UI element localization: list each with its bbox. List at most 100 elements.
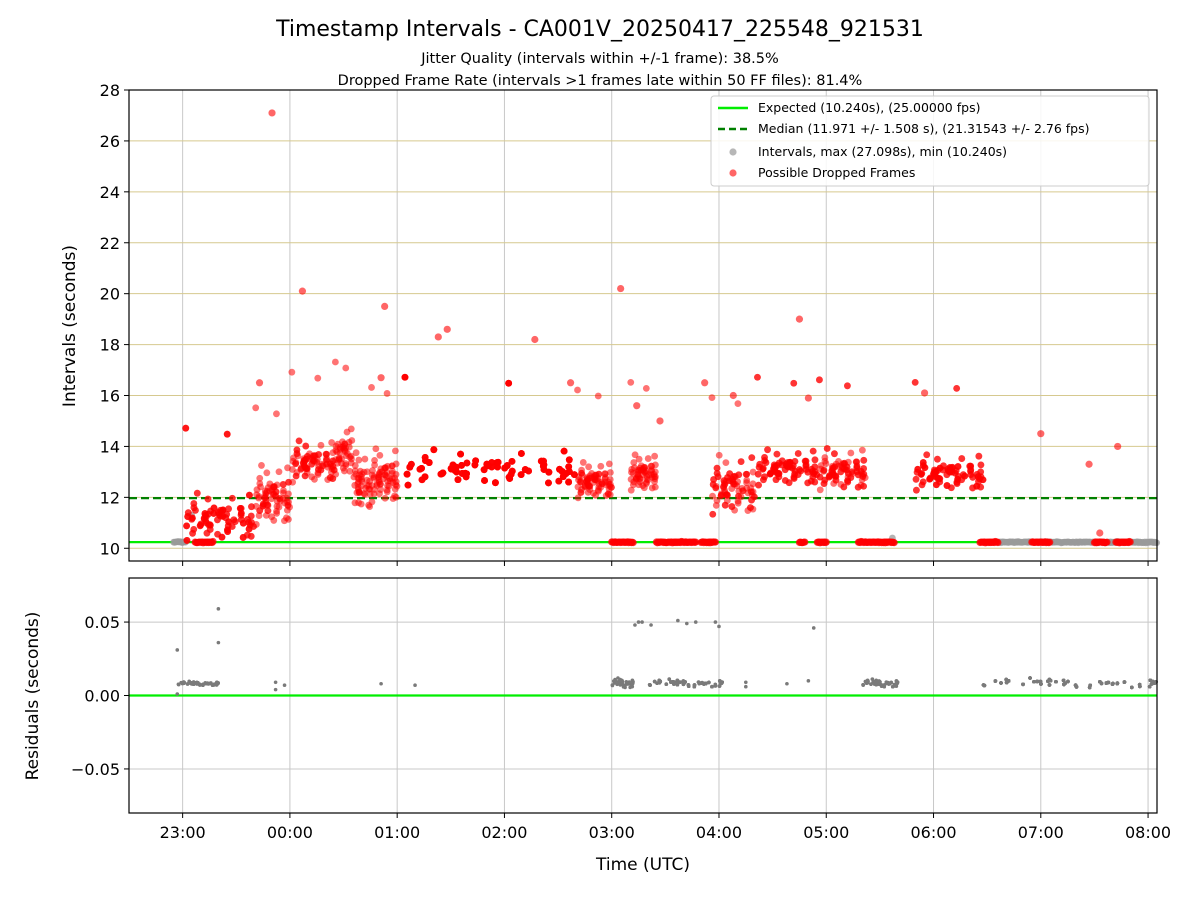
dropped-frame-point — [317, 441, 325, 449]
residual-point — [1073, 683, 1078, 687]
dropped-frame-point — [967, 462, 975, 470]
dropped-frame-point — [403, 470, 411, 478]
dropped-frame-point — [521, 466, 529, 473]
legend-dropped-label: Possible Dropped Frames — [758, 165, 915, 180]
residual-point — [713, 620, 718, 624]
dropped-frame-point — [545, 479, 552, 487]
residual-point — [877, 679, 881, 683]
legend-box — [710, 95, 1150, 187]
residual-point — [669, 680, 673, 684]
dropped-frame-point — [218, 533, 226, 541]
dropped-frame-point — [481, 477, 488, 484]
dropped-frame-point — [381, 494, 389, 502]
dropped-frame-point — [314, 374, 322, 382]
dropped-frame-point — [531, 335, 539, 344]
dropped-frame-point — [268, 109, 276, 117]
dropped-frame-point — [508, 467, 516, 475]
residual-point — [993, 679, 998, 683]
residual-point — [744, 684, 748, 689]
dropped-frame-point — [754, 470, 762, 478]
dropped-frame-point — [709, 510, 717, 518]
dropped-frame-point — [356, 489, 363, 497]
dropped-frame-point — [709, 481, 717, 488]
dropped-frame-point — [820, 480, 828, 488]
intervals-x-ticks — [182, 561, 1149, 566]
dropped-frame-point — [648, 471, 656, 478]
dropped-frame-point — [791, 470, 799, 478]
dropped-frame-point — [371, 456, 378, 464]
dropped-frame-point — [840, 483, 848, 491]
dropped-frame-point — [822, 460, 830, 467]
residual-point — [658, 679, 663, 684]
residual-point — [175, 648, 180, 652]
dropped-frame-point — [461, 469, 469, 477]
dropped-frame-point — [930, 470, 938, 477]
dropped-frame-point — [517, 471, 525, 479]
dropped-frame-point — [809, 447, 817, 455]
dropped-frame-point — [747, 504, 754, 512]
residuals-xtick-label-04:00: 04:00 — [696, 823, 742, 842]
dropped-frame-point — [453, 468, 460, 476]
dropped-frame-point — [737, 458, 745, 465]
residual-point — [616, 676, 620, 680]
residual-point — [874, 682, 879, 687]
dropped-frame-point — [811, 456, 819, 464]
residual-point — [636, 620, 641, 624]
residual-point — [693, 620, 698, 624]
dropped-frame-point — [918, 481, 926, 489]
dropped-frame-point — [328, 439, 336, 446]
intervals-ytick-label-24: 24 — [100, 183, 120, 202]
residual-point — [1088, 683, 1093, 688]
dropped-frame-point — [203, 529, 211, 537]
dropped-frame-point — [375, 473, 382, 481]
residual-point — [1137, 682, 1142, 687]
dropped-frame-point — [577, 478, 584, 486]
dropped-frame-point — [629, 481, 637, 489]
dropped-frame-point — [913, 486, 920, 494]
dropped-frame-point — [775, 470, 783, 478]
dropped-frame-point — [376, 490, 383, 498]
dropped-frame-point — [388, 462, 396, 470]
dropped-frame-point — [578, 469, 586, 477]
residual-point — [806, 679, 811, 683]
residual-point — [877, 682, 881, 687]
intervals-ytick-label-28: 28 — [100, 81, 120, 100]
dropped-frame-point — [505, 379, 513, 387]
dropped-frame-point — [860, 456, 868, 464]
dropped-frame-point — [293, 446, 301, 454]
dropped-frame-point — [1114, 442, 1122, 451]
dropped-frame-point — [601, 470, 609, 478]
dropped-frame-point — [370, 490, 378, 498]
dropped-frame-point — [275, 468, 283, 476]
dropped-frame-point — [418, 464, 425, 472]
dropped-frame-point — [816, 486, 824, 494]
dropped-frame-point — [342, 444, 350, 452]
dropped-frame-point — [809, 473, 817, 480]
dropped-frame-point — [454, 476, 462, 484]
dropped-frame-point — [351, 462, 359, 469]
residual-point — [811, 626, 816, 630]
residual-point — [1061, 678, 1066, 683]
dropped-frame-point — [755, 481, 762, 489]
dropped-frame-point — [406, 463, 414, 471]
chart-subtitle-dropped: Dropped Frame Rate (intervals >1 frames … — [338, 73, 863, 89]
dropped-frame-point — [246, 491, 253, 499]
chart-title: Timestamp Intervals - CA001V_20250417_22… — [275, 17, 924, 42]
residual-point — [1021, 682, 1025, 687]
residuals-xtick-label-07:00: 07:00 — [1018, 823, 1064, 842]
residual-point — [205, 681, 210, 686]
dropped-frame-point — [273, 507, 280, 515]
dropped-frame-point — [847, 449, 855, 457]
dropped-frame-point — [376, 480, 384, 488]
dropped-frame-point — [302, 465, 310, 472]
dropped-frame-point — [961, 472, 969, 480]
residual-point — [648, 683, 652, 687]
dropped-frame-point — [225, 505, 232, 513]
dropped-frame-point — [355, 456, 363, 464]
dropped-frame-point — [219, 512, 227, 520]
dropped-frame-point — [565, 478, 573, 486]
dropped-frame-point — [292, 472, 300, 480]
dropped-frame-point — [255, 493, 263, 500]
residual-point — [999, 681, 1003, 685]
